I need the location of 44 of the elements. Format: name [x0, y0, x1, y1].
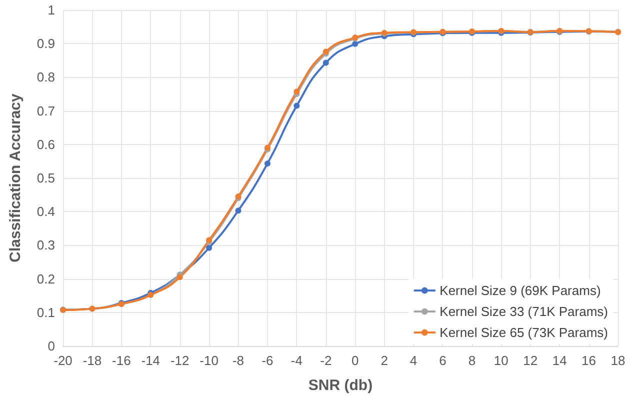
x-tick-label: 16: [582, 353, 596, 368]
y-tick-label: 0.7: [36, 103, 55, 118]
y-tick-label: 0.8: [36, 70, 55, 85]
y-tick-label: 0.5: [36, 170, 55, 186]
y-axis-title: Classification Accuracy: [7, 93, 24, 262]
y-tick-label: 0.3: [36, 238, 55, 253]
x-tick-label: 12: [523, 353, 538, 368]
point: [176, 274, 183, 280]
y-tick-label: 0.4: [36, 204, 55, 220]
point: [322, 60, 329, 66]
point: [206, 244, 212, 251]
x-tick-label: -4: [290, 353, 302, 368]
point: [264, 160, 270, 167]
x-axis-title: SNR (db): [308, 377, 373, 394]
x-tick-label: -16: [112, 353, 131, 368]
x-tick-label: 0: [351, 353, 359, 368]
point: [235, 208, 242, 214]
x-tick-label: 18: [610, 353, 626, 368]
x-tick-label: 10: [494, 353, 508, 368]
point: [352, 40, 358, 47]
legend-label: Kernel Size 9 (69K Params): [440, 283, 601, 298]
y-tick-label: 0: [48, 338, 55, 354]
x-tick-label: -12: [170, 353, 190, 368]
point: [294, 88, 300, 95]
x-tick-label: -14: [141, 353, 160, 368]
x-tick-label: -6: [262, 353, 274, 368]
y-tick-label: 1: [48, 2, 55, 18]
legend-label: Kernel Size 33 (71K Params): [440, 304, 608, 319]
x-tick-label: -2: [320, 353, 332, 368]
y-tick-label: 0.6: [36, 136, 55, 152]
y-tick-label: 0.1: [36, 304, 55, 320]
x-tick-label: 6: [439, 353, 446, 368]
x-tick-label: -20: [54, 353, 72, 368]
point: [294, 102, 300, 109]
x-tick-label: -10: [200, 353, 218, 368]
y-tick-label: 0.2: [36, 271, 55, 286]
y-tick-label: 0.9: [36, 36, 55, 52]
legend-label: Kernel Size 65 (73K Params): [440, 325, 608, 340]
x-tick-label: -8: [232, 353, 244, 368]
x-tick-label: 4: [410, 353, 418, 368]
x-tick-label: 8: [468, 353, 476, 368]
x-tick-label: 2: [380, 353, 388, 368]
x-tick-label: -18: [82, 353, 102, 368]
x-tick-label: 14: [552, 353, 567, 368]
